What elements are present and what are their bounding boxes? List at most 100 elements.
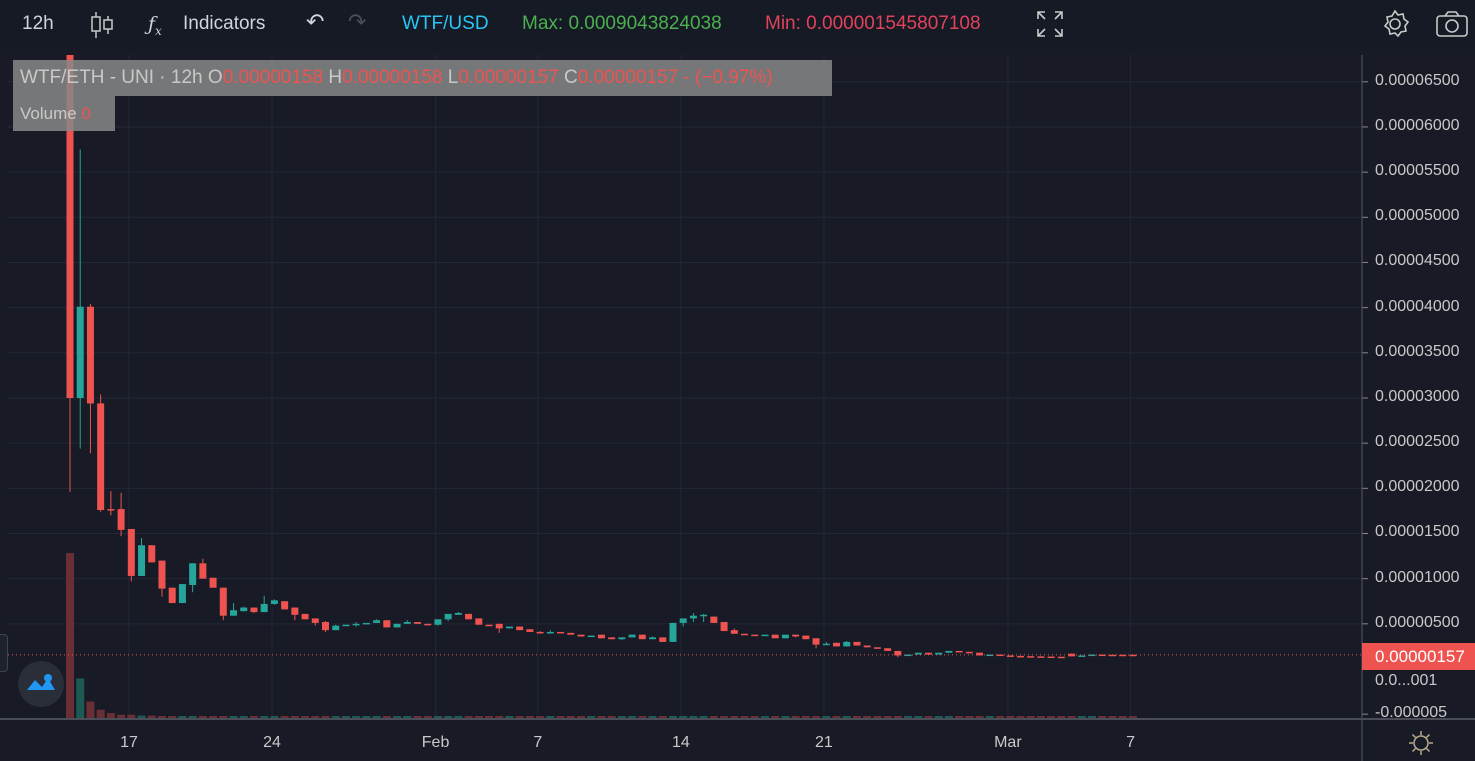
volume-bar bbox=[1108, 716, 1117, 718]
volume-bar bbox=[515, 716, 524, 718]
candle-body bbox=[638, 634, 646, 640]
volume-bar bbox=[812, 716, 821, 718]
candle-body bbox=[863, 645, 871, 648]
legend-open-label: O bbox=[207, 67, 223, 88]
candle-body bbox=[209, 577, 217, 588]
volume-bar bbox=[709, 716, 718, 718]
candle-body bbox=[158, 560, 166, 589]
volume-bar bbox=[546, 716, 555, 718]
candle-body bbox=[976, 652, 984, 656]
volume-bar bbox=[996, 716, 1005, 718]
volume-bar bbox=[229, 716, 238, 718]
volume-bar bbox=[239, 716, 248, 718]
candle-body bbox=[965, 651, 973, 654]
min-label: Min: 0.000001545807108 bbox=[765, 13, 981, 34]
interval-button[interactable]: 12h bbox=[22, 13, 54, 34]
candlestick-icon[interactable] bbox=[89, 10, 115, 40]
candle-body bbox=[505, 626, 513, 629]
time-axis-label: 7 bbox=[1126, 734, 1135, 751]
volume-bar bbox=[331, 716, 340, 718]
candle-body bbox=[873, 647, 881, 649]
volume-bar bbox=[730, 716, 739, 718]
candle-body bbox=[741, 633, 749, 636]
price-axis-label: 0.00006000 bbox=[1375, 116, 1460, 134]
candle-body bbox=[924, 652, 932, 655]
price-axis-label: 0.00002000 bbox=[1375, 478, 1460, 496]
volume-bar bbox=[1128, 716, 1137, 718]
volume-bar bbox=[168, 716, 177, 718]
camera-icon[interactable] bbox=[1435, 10, 1469, 38]
candle-body bbox=[679, 618, 687, 623]
candle-body bbox=[362, 622, 370, 625]
volume-bar bbox=[474, 716, 483, 718]
panel-handle[interactable] bbox=[0, 634, 8, 672]
volume-bar bbox=[1098, 716, 1107, 718]
candle-body bbox=[413, 622, 421, 624]
volume-bar bbox=[1067, 716, 1076, 718]
candle-body bbox=[628, 634, 636, 638]
candle-body bbox=[659, 637, 667, 642]
volume-bar bbox=[372, 716, 381, 718]
volume-bar bbox=[863, 716, 872, 718]
candle-body bbox=[475, 618, 483, 625]
volume-bar bbox=[760, 716, 769, 718]
candle-body bbox=[322, 622, 329, 631]
time-axis-label: Feb bbox=[421, 734, 450, 751]
candle-body bbox=[884, 648, 892, 651]
candle-body bbox=[301, 613, 309, 620]
legend-open: 0.00000158 bbox=[222, 67, 324, 88]
candle-body bbox=[260, 603, 268, 613]
candle-body bbox=[1108, 654, 1116, 657]
candle-body bbox=[485, 624, 493, 627]
volume-bar bbox=[679, 716, 688, 718]
volume-bar bbox=[668, 716, 677, 718]
candle-body bbox=[608, 637, 616, 640]
candle-body bbox=[199, 563, 207, 579]
candle-body bbox=[710, 616, 718, 623]
candle-body bbox=[383, 620, 391, 628]
volume-bar bbox=[209, 716, 218, 718]
volume-bar bbox=[1077, 716, 1086, 718]
candle-body bbox=[557, 631, 565, 634]
volume-bar bbox=[842, 716, 851, 718]
candle-body bbox=[403, 622, 411, 624]
volume-bar bbox=[433, 716, 442, 718]
redo-icon[interactable]: ↷ bbox=[348, 9, 367, 34]
volume-bar bbox=[260, 716, 269, 718]
undo-icon[interactable]: ↶ bbox=[306, 9, 325, 34]
axis-settings-icon[interactable] bbox=[1407, 729, 1435, 757]
candle-body bbox=[546, 631, 554, 634]
candle-body bbox=[342, 624, 350, 627]
price-axis-label: 0.00003000 bbox=[1375, 387, 1460, 405]
candle-body bbox=[1016, 655, 1024, 658]
fullscreen-icon[interactable] bbox=[1036, 10, 1064, 38]
volume-bar bbox=[771, 716, 780, 718]
pair-label[interactable]: WTF/USD bbox=[402, 13, 489, 34]
fx-icon[interactable]: ƒx bbox=[148, 13, 162, 38]
candle-body bbox=[291, 607, 299, 615]
candle-body bbox=[270, 600, 278, 604]
volume-bar bbox=[658, 716, 667, 718]
volume-bar bbox=[638, 716, 647, 718]
volume-bar bbox=[352, 716, 361, 718]
candle-body bbox=[986, 654, 994, 657]
volume-bar bbox=[720, 716, 729, 718]
volume-bar bbox=[321, 716, 330, 718]
volume-bar bbox=[893, 716, 902, 718]
gear-icon[interactable] bbox=[1379, 8, 1411, 40]
candle-body bbox=[1027, 656, 1035, 658]
volume-bar bbox=[188, 716, 197, 718]
candle-body bbox=[495, 623, 503, 629]
indicators-button[interactable]: Indicators bbox=[183, 13, 266, 34]
price-axis-label: -0.000005 bbox=[1375, 704, 1448, 722]
volume-bar bbox=[985, 716, 994, 718]
candle-body bbox=[720, 622, 728, 632]
legend-high: 0.00000158 bbox=[342, 67, 443, 88]
volume-label: Volume bbox=[20, 104, 77, 123]
tradingview-logo[interactable] bbox=[18, 661, 64, 707]
price-axis-label: 0.00004000 bbox=[1375, 297, 1460, 315]
volume-bar bbox=[883, 716, 892, 718]
volume-bar bbox=[577, 716, 585, 718]
legend-close: 0.00000157 bbox=[577, 67, 679, 88]
